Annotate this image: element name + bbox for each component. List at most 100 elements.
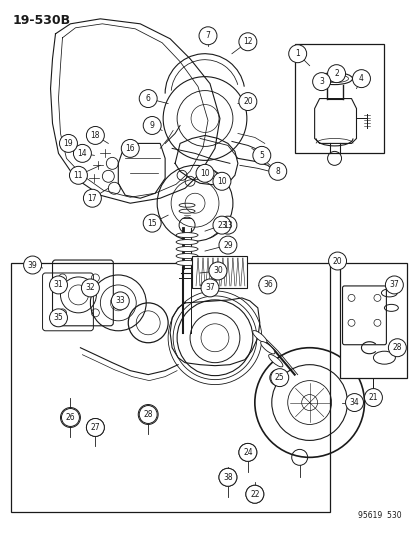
Text: 20: 20 bbox=[332, 256, 342, 265]
Ellipse shape bbox=[176, 261, 197, 265]
Circle shape bbox=[252, 147, 270, 164]
Bar bbox=[339, 263, 406, 377]
Text: 31: 31 bbox=[54, 280, 63, 289]
Text: 22: 22 bbox=[249, 490, 259, 499]
Text: 10: 10 bbox=[200, 169, 209, 178]
Text: 5: 5 bbox=[259, 151, 263, 160]
Circle shape bbox=[288, 45, 306, 63]
Circle shape bbox=[238, 93, 256, 110]
Circle shape bbox=[81, 279, 99, 297]
Text: 14: 14 bbox=[77, 149, 87, 158]
Text: 19-530B: 19-530B bbox=[13, 14, 71, 27]
Ellipse shape bbox=[176, 240, 197, 245]
Ellipse shape bbox=[268, 354, 282, 367]
Ellipse shape bbox=[260, 342, 274, 354]
Text: 19: 19 bbox=[64, 139, 73, 148]
Circle shape bbox=[385, 276, 402, 294]
Text: 37: 37 bbox=[389, 280, 398, 289]
Text: 13: 13 bbox=[223, 221, 232, 230]
Circle shape bbox=[73, 144, 91, 163]
Text: 23: 23 bbox=[216, 221, 226, 230]
Text: 29: 29 bbox=[223, 240, 232, 249]
Circle shape bbox=[218, 469, 236, 486]
Circle shape bbox=[86, 418, 104, 437]
Text: 11: 11 bbox=[74, 171, 83, 180]
Circle shape bbox=[209, 262, 226, 280]
Circle shape bbox=[327, 64, 345, 83]
Circle shape bbox=[268, 163, 286, 180]
Text: 26: 26 bbox=[66, 413, 75, 422]
Text: 2: 2 bbox=[333, 69, 338, 78]
Text: 34: 34 bbox=[349, 398, 358, 407]
Circle shape bbox=[218, 236, 236, 254]
Circle shape bbox=[351, 70, 370, 87]
Text: 12: 12 bbox=[242, 37, 252, 46]
Bar bbox=[192, 256, 246, 288]
Ellipse shape bbox=[252, 330, 266, 343]
Text: 21: 21 bbox=[368, 393, 377, 402]
Circle shape bbox=[212, 172, 230, 190]
Circle shape bbox=[212, 216, 230, 234]
Circle shape bbox=[345, 393, 363, 411]
Text: 39: 39 bbox=[28, 261, 37, 270]
Text: 33: 33 bbox=[115, 296, 125, 305]
Circle shape bbox=[143, 117, 161, 134]
Circle shape bbox=[199, 27, 216, 45]
Circle shape bbox=[196, 164, 214, 182]
Text: 7: 7 bbox=[205, 31, 210, 41]
Text: 17: 17 bbox=[88, 193, 97, 203]
Circle shape bbox=[328, 252, 346, 270]
Text: 27: 27 bbox=[90, 423, 100, 432]
Circle shape bbox=[270, 369, 288, 386]
Text: 20: 20 bbox=[242, 97, 252, 106]
Text: 28: 28 bbox=[392, 343, 401, 352]
Bar bbox=[294, 44, 384, 154]
Text: 37: 37 bbox=[204, 284, 214, 293]
Circle shape bbox=[111, 292, 129, 310]
Circle shape bbox=[245, 485, 263, 503]
Circle shape bbox=[258, 276, 276, 294]
Text: 32: 32 bbox=[85, 284, 95, 293]
Circle shape bbox=[238, 443, 256, 462]
Circle shape bbox=[143, 214, 161, 232]
Text: 28: 28 bbox=[143, 410, 152, 419]
Text: 6: 6 bbox=[145, 94, 150, 103]
Circle shape bbox=[238, 33, 256, 51]
Circle shape bbox=[83, 189, 101, 207]
Circle shape bbox=[86, 126, 104, 144]
Text: 38: 38 bbox=[223, 473, 232, 482]
Circle shape bbox=[69, 166, 87, 184]
Circle shape bbox=[62, 408, 79, 426]
Text: 24: 24 bbox=[242, 448, 252, 457]
Text: 8: 8 bbox=[275, 167, 280, 176]
Text: 3: 3 bbox=[318, 77, 323, 86]
Circle shape bbox=[218, 216, 236, 234]
Circle shape bbox=[24, 256, 41, 274]
Text: 25: 25 bbox=[274, 373, 284, 382]
Text: 30: 30 bbox=[213, 266, 222, 276]
Circle shape bbox=[139, 90, 157, 108]
Text: 10: 10 bbox=[216, 177, 226, 186]
Circle shape bbox=[50, 276, 67, 294]
Bar bbox=[11, 263, 329, 512]
Ellipse shape bbox=[176, 247, 197, 252]
Circle shape bbox=[50, 309, 67, 327]
Text: 4: 4 bbox=[358, 74, 363, 83]
Text: 1: 1 bbox=[294, 49, 299, 58]
Text: 35: 35 bbox=[54, 313, 63, 322]
Text: 18: 18 bbox=[90, 131, 100, 140]
Text: 95619  530: 95619 530 bbox=[357, 511, 400, 520]
Text: 9: 9 bbox=[150, 121, 154, 130]
Circle shape bbox=[201, 279, 218, 297]
Circle shape bbox=[312, 72, 330, 91]
Circle shape bbox=[59, 134, 77, 152]
Circle shape bbox=[363, 389, 382, 407]
Circle shape bbox=[121, 140, 139, 157]
Text: 36: 36 bbox=[262, 280, 272, 289]
Text: 15: 15 bbox=[147, 219, 157, 228]
Circle shape bbox=[139, 406, 157, 424]
Ellipse shape bbox=[176, 232, 197, 238]
Text: 16: 16 bbox=[125, 144, 135, 153]
Circle shape bbox=[387, 339, 405, 357]
Ellipse shape bbox=[176, 254, 197, 259]
